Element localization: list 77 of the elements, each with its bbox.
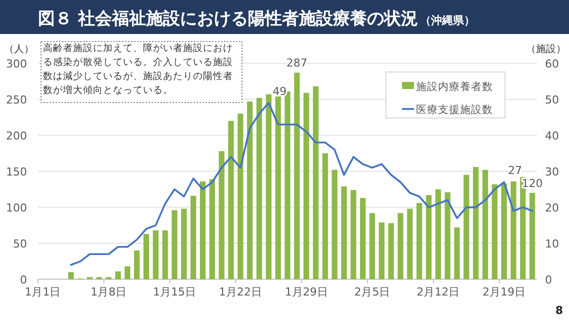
bar	[134, 250, 140, 280]
bar	[398, 213, 404, 280]
bar	[266, 94, 272, 280]
bar	[369, 213, 376, 280]
y-tick-label: 150	[6, 165, 27, 178]
bar	[378, 222, 384, 280]
bar	[360, 198, 366, 280]
bar	[482, 170, 488, 280]
y-tick-label: 100	[6, 201, 27, 214]
bar	[416, 202, 422, 280]
bar	[332, 170, 338, 280]
bar	[464, 174, 470, 280]
bar	[501, 184, 507, 280]
bar	[162, 230, 168, 280]
x-tick-label: 1月8日	[90, 285, 127, 298]
bar	[190, 196, 196, 280]
bar	[350, 190, 356, 280]
bar	[492, 184, 498, 280]
y-tick-label: 50	[13, 237, 27, 250]
x-tick-label: 2月19日	[482, 285, 526, 298]
x-tick-label: 2月5日	[354, 285, 390, 298]
bar	[294, 72, 300, 280]
bar	[435, 189, 441, 280]
bar	[124, 266, 130, 280]
bar	[152, 230, 159, 280]
data-label: 49	[272, 84, 287, 98]
x-tick-label: 1月15日	[153, 285, 196, 298]
legend-label: 施設内療養者数	[416, 80, 493, 93]
x-tick-label: 1月29日	[284, 285, 328, 298]
bar	[304, 92, 310, 280]
bar	[284, 91, 290, 280]
y2-tick-label: 50	[545, 93, 559, 106]
chart-title: 図８ 社会福祉施設における陽性者施設療養の状況	[38, 9, 418, 29]
y2-tick-label: 20	[545, 201, 559, 214]
bar	[209, 179, 216, 280]
bar	[454, 227, 460, 280]
bar	[68, 272, 74, 280]
bar	[218, 151, 224, 280]
y2-tick-label: 40	[545, 129, 559, 142]
bar	[426, 195, 432, 280]
annotation: 高齢者施設に加えて、障がい者施設における感染が散発している。介入している施設数は減少しているが、施設あたりの陽性者数が増大傾向となっている。	[43, 42, 234, 98]
bar	[143, 234, 150, 280]
bar	[444, 192, 450, 280]
y-tick-label: 200	[6, 129, 27, 142]
bar	[341, 186, 347, 280]
bar	[200, 181, 206, 280]
x-tick-label: 1月1日	[24, 285, 61, 298]
y2-tick-label: 30	[545, 165, 559, 178]
bar	[472, 166, 479, 280]
y-tick-label: 300	[6, 57, 27, 70]
bar	[388, 223, 394, 280]
bar	[407, 208, 413, 280]
bar	[510, 181, 516, 280]
y2-tick-label: 10	[545, 237, 559, 250]
x-tick-label: 2月12日	[416, 285, 460, 298]
bar	[322, 153, 328, 280]
bar	[247, 101, 253, 280]
chart-subtitle: （沖縄県）	[420, 14, 475, 27]
y-tick-label: 250	[6, 93, 27, 106]
bar	[529, 192, 536, 280]
y2-axis-title: （施設）	[526, 43, 566, 55]
bar	[172, 210, 178, 280]
y2-tick-label: 60	[545, 57, 559, 70]
bar	[238, 114, 244, 280]
bar	[228, 120, 234, 280]
y2-tick-label: 0	[545, 273, 552, 286]
legend-label: 医療支援施設数	[416, 103, 493, 116]
y-axis-title: （人）	[4, 44, 34, 55]
data-label: 27	[508, 164, 522, 178]
y-tick-label: 0	[20, 273, 27, 286]
x-tick-label: 1月22日	[218, 285, 262, 298]
text: 8	[555, 304, 563, 317]
bar	[115, 271, 121, 280]
bar	[256, 98, 262, 280]
bar	[312, 86, 319, 280]
data-label: 287	[286, 56, 308, 70]
bar	[181, 208, 187, 280]
